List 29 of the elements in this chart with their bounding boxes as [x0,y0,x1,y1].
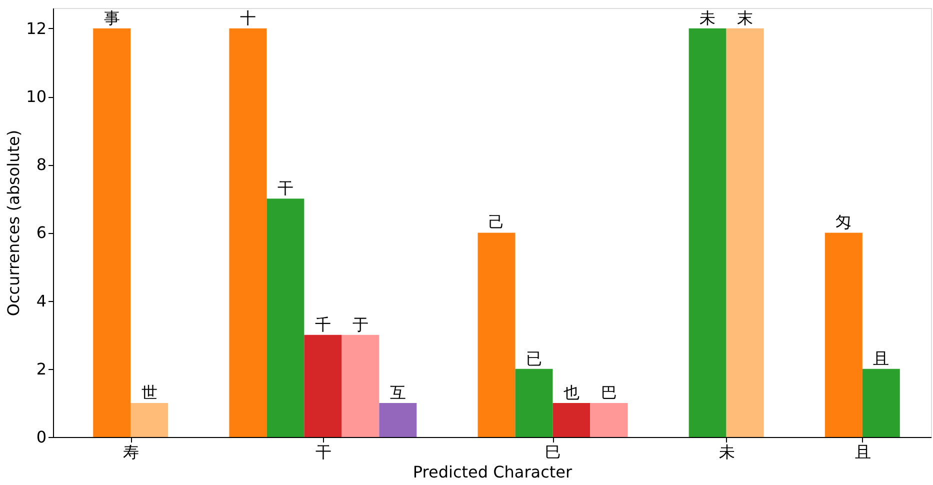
y-tick-label: 8 [36,155,46,174]
y-tick-label: 2 [36,359,46,378]
x-tick-label: 巳 [545,442,562,462]
data-label: 十 [240,8,256,28]
y-axis-title: Occurrences (absolute) [4,130,24,316]
y-tick-label: 10 [26,87,46,106]
data-label: 已 [526,348,542,368]
data-label: 互 [390,382,406,402]
x-tick-label: 干 [315,442,332,462]
data-label: 世 [141,382,158,402]
data-label: 事 [104,8,120,28]
data-label: 匁 [836,212,852,232]
data-label: 己 [488,212,504,232]
x-tick-label: 且 [854,442,871,462]
x-axis-title: Predicted Character [412,462,573,482]
data-label: 未 [700,8,716,28]
data-label: 末 [737,8,754,28]
x-tick-label: 未 [718,442,735,462]
y-tick-label: 6 [36,223,46,242]
data-label: 且 [873,348,890,368]
data-label: 干 [277,178,294,198]
x-tick-label: 寿 [123,442,140,462]
y-tick-label: 0 [36,428,46,446]
data-label: 于 [352,314,368,334]
data-label: 千 [314,314,331,334]
y-tick-label: 12 [26,18,46,38]
data-label: 巴 [600,382,617,402]
y-tick-label: 4 [36,291,46,310]
data-label: 也 [563,382,580,402]
